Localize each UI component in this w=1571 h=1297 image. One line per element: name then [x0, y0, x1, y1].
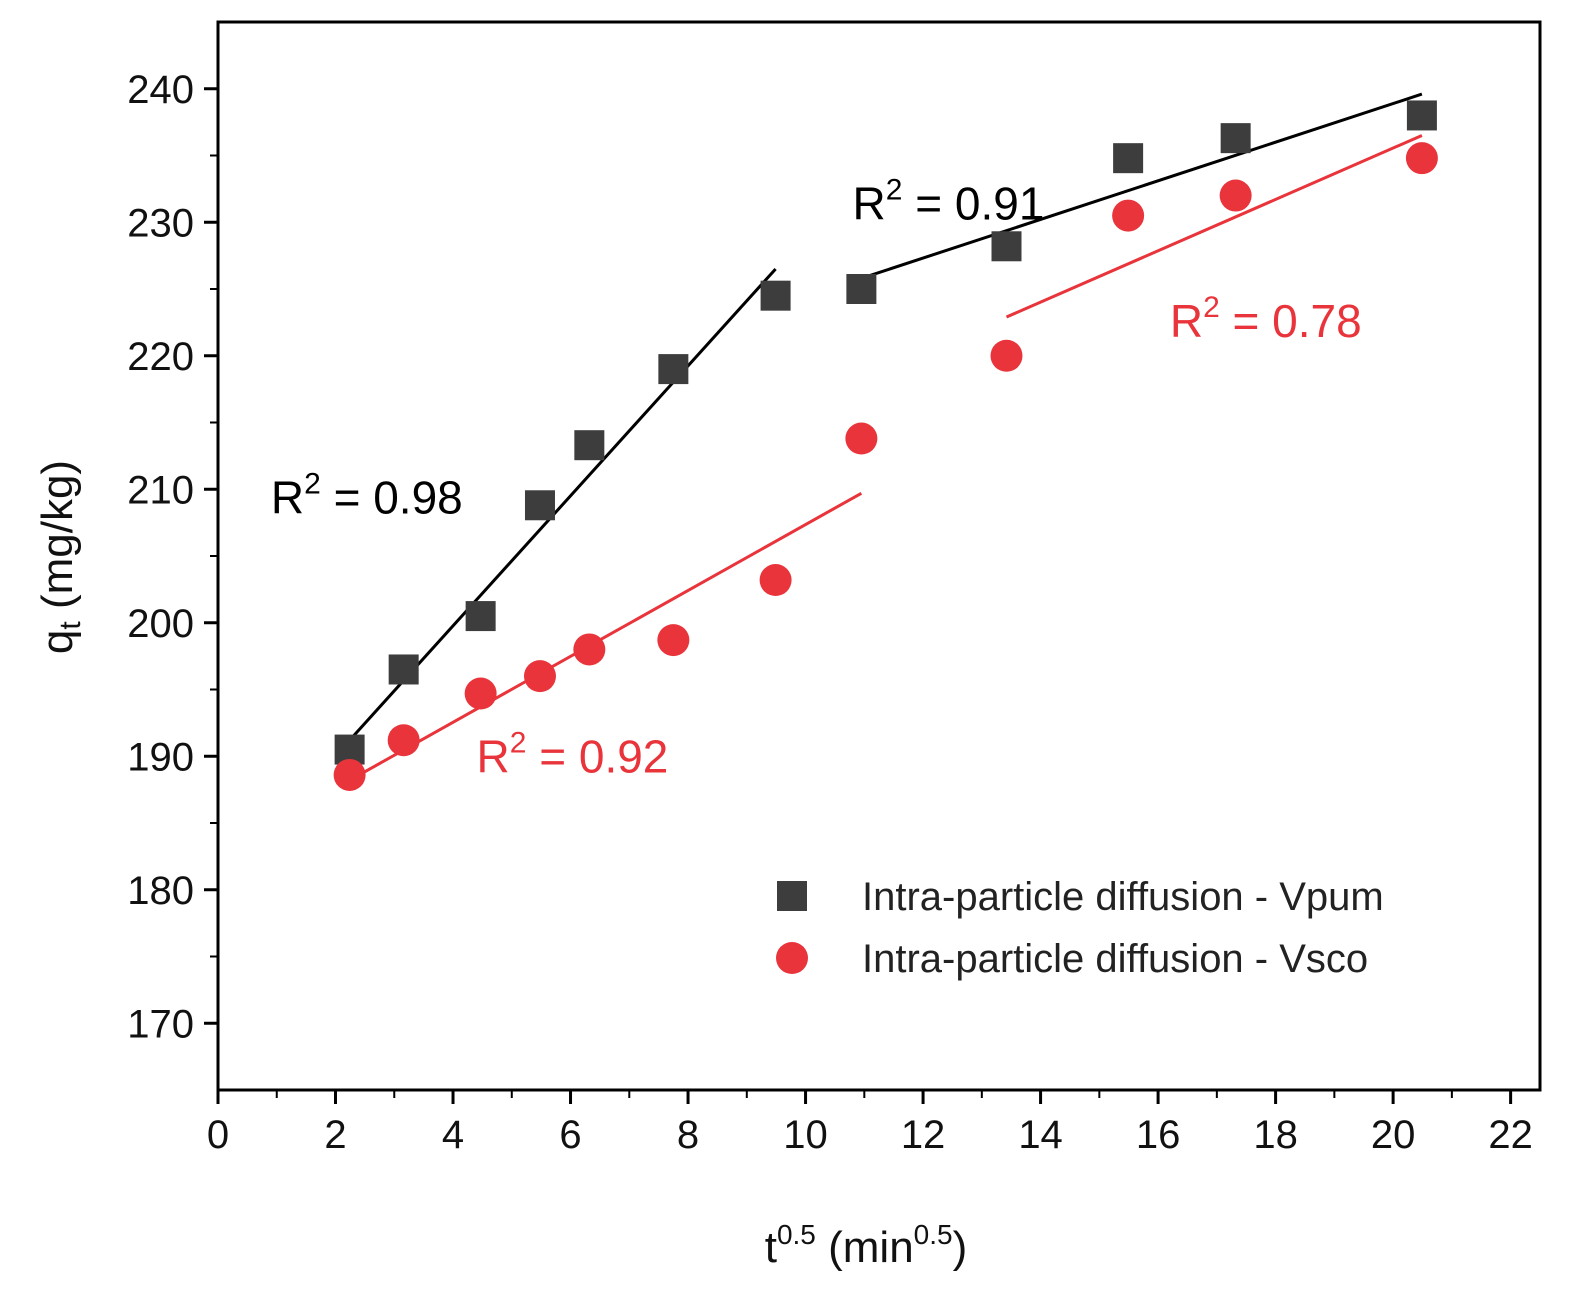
x-tick-label: 12: [901, 1113, 946, 1157]
fit-line: [860, 92, 1423, 280]
y-tick-label: 180: [127, 869, 194, 913]
data-point-vpum: [760, 280, 791, 311]
r-squared-label: R2 = 0.78: [1170, 291, 1362, 347]
x-tick-label: 6: [559, 1113, 581, 1157]
y-tick-label: 210: [127, 468, 194, 512]
r-squared-label: R2 = 0.92: [477, 726, 669, 782]
r-squared-sup: 2: [510, 726, 527, 759]
data-point-vsco: [333, 758, 366, 791]
r-squared-base: R: [271, 471, 304, 523]
x-tick-label: 22: [1488, 1113, 1533, 1157]
data-point-vpum: [574, 430, 605, 461]
x-tick-label: 10: [783, 1113, 828, 1157]
x-tick-label: 2: [324, 1113, 346, 1157]
x-tick-label: 16: [1136, 1113, 1181, 1157]
legend-label: Intra-particle diffusion - Vsco: [862, 937, 1368, 981]
data-point-vpum: [658, 354, 689, 385]
y-tick-label: 200: [127, 602, 194, 646]
r-squared-base: R: [853, 178, 886, 230]
data-point-vsco: [464, 677, 497, 710]
data-point-vpum: [465, 601, 496, 632]
r-squared-base: R: [477, 730, 510, 782]
data-point-vsco: [990, 339, 1023, 372]
y-tick-label: 220: [127, 335, 194, 379]
fit-line: [348, 267, 777, 742]
x-axis-title-sup: 0.5: [777, 1219, 816, 1250]
y-tick-label: 190: [127, 735, 194, 779]
data-point-vpum: [388, 654, 419, 685]
x-axis-title-end: ): [953, 1223, 968, 1272]
x-axis-title: t0.5 (min0.5): [765, 1219, 968, 1272]
r-squared-sup: 2: [1203, 291, 1220, 324]
data-point-vsco: [523, 660, 556, 693]
data-point-vpum: [1220, 123, 1251, 154]
r-squared-value: = 0.78: [1220, 295, 1362, 347]
y-tick-label: 230: [127, 201, 194, 245]
y-axis-title: qt (mg/kg): [33, 460, 87, 654]
legend-marker-vsco: [776, 942, 808, 974]
axis-ticks: 0 2 4 6 8 10 12 14 16 18 20 22170180190200210220230…: [127, 68, 1533, 1157]
r-squared-label: R2 = 0.98: [271, 467, 463, 523]
legend-label: Intra-particle diffusion - Vpum: [862, 875, 1384, 919]
y-axis-title-sub: t: [54, 621, 87, 630]
data-point-vsco: [1405, 142, 1438, 175]
data-point-vsco: [845, 422, 878, 455]
y-tick-label: 170: [127, 1002, 194, 1046]
x-tick-label: 18: [1253, 1113, 1298, 1157]
fit-line: [1005, 134, 1423, 319]
data-point-vsco: [387, 724, 420, 757]
fit-lines: [348, 92, 1423, 782]
r-squared-sup: 2: [304, 467, 321, 500]
data-point-vpum: [991, 231, 1022, 262]
data-point-vpum: [846, 274, 877, 304]
x-axis-title-sup2: 0.5: [914, 1219, 953, 1250]
x-tick-label: 14: [1018, 1113, 1063, 1157]
x-tick-label: 0: [207, 1113, 229, 1157]
data-point-vpum: [1113, 143, 1144, 174]
r-squared-value: = 0.91: [902, 178, 1044, 230]
fit-line: [348, 491, 863, 782]
r-squared-label: R2 = 0.91: [853, 174, 1045, 230]
r-squared-value: = 0.98: [321, 471, 463, 523]
y-tick-label: 240: [127, 68, 194, 112]
r-squared-base: R: [1170, 295, 1203, 347]
data-point-vsco: [759, 564, 792, 597]
legend: Intra-particle diffusion - Vpum Intra-par…: [776, 875, 1384, 981]
x-tick-label: 20: [1371, 1113, 1416, 1157]
x-axis-title-base: t: [765, 1223, 777, 1272]
x-tick-label: 4: [442, 1113, 464, 1157]
x-tick-label: 8: [677, 1113, 699, 1157]
data-point-vpum: [524, 490, 555, 521]
data-point-vsco: [657, 624, 690, 657]
r-squared-value: = 0.92: [526, 730, 668, 782]
r-squared-sup: 2: [886, 174, 903, 207]
data-point-vsco: [1219, 179, 1252, 212]
y-axis-title-base: q: [33, 630, 82, 654]
data-markers: [333, 100, 1438, 791]
legend-marker-vpum: [777, 881, 807, 911]
x-axis-title-rest: (min: [816, 1223, 914, 1272]
y-axis-title-rest: (mg/kg): [33, 460, 82, 621]
data-point-vsco: [573, 633, 606, 666]
data-point-vsco: [1112, 199, 1145, 232]
data-point-vpum: [1406, 100, 1437, 131]
